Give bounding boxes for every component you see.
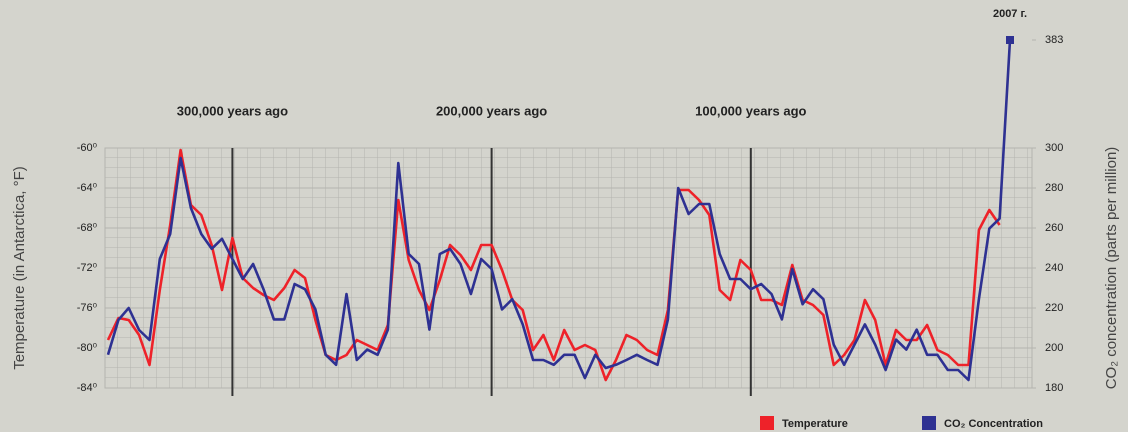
y2-tick-label: 200 (1045, 342, 1063, 354)
y-axis-title: Temperature (in Antarctica, °F) (11, 166, 28, 370)
y2-tick-label: 220 (1045, 302, 1063, 314)
end-point-marker (1006, 36, 1014, 44)
legend-label: Temperature (782, 418, 848, 430)
y-tick-label: -60⁰ (77, 142, 98, 154)
annotation: 2007 г. (993, 8, 1027, 20)
y-tick-label: -64⁰ (77, 182, 98, 194)
x-tick-label: 100,000 years ago (695, 103, 806, 118)
y2-tick-label: 180 (1045, 382, 1063, 394)
series-line (106, 148, 1001, 382)
y-tick-label: -72⁰ (77, 262, 98, 274)
y2-axis-title: CO₂ concentration (parts per million) (1103, 147, 1120, 390)
series-line (106, 39, 1012, 382)
y2-tick-label: 300 (1045, 142, 1063, 154)
x-tick-label: 300,000 years ago (177, 103, 288, 118)
y2-tick-label: 260 (1045, 222, 1063, 234)
x-tick-label: 200,000 years ago (436, 103, 547, 118)
y-tick-label: -84⁰ (77, 382, 98, 394)
y2-tick-label: 280 (1045, 182, 1063, 194)
y2-tick-label: 383 (1045, 34, 1063, 46)
y2-tick-label: 240 (1045, 262, 1063, 274)
y-tick-label: -76⁰ (77, 302, 98, 314)
y-tick-label: -68⁰ (77, 222, 98, 234)
legend-swatch (760, 416, 774, 430)
y-tick-label: -80⁰ (77, 342, 98, 354)
legend-swatch (922, 416, 936, 430)
legend-label: CO₂ Concentration (944, 418, 1043, 430)
